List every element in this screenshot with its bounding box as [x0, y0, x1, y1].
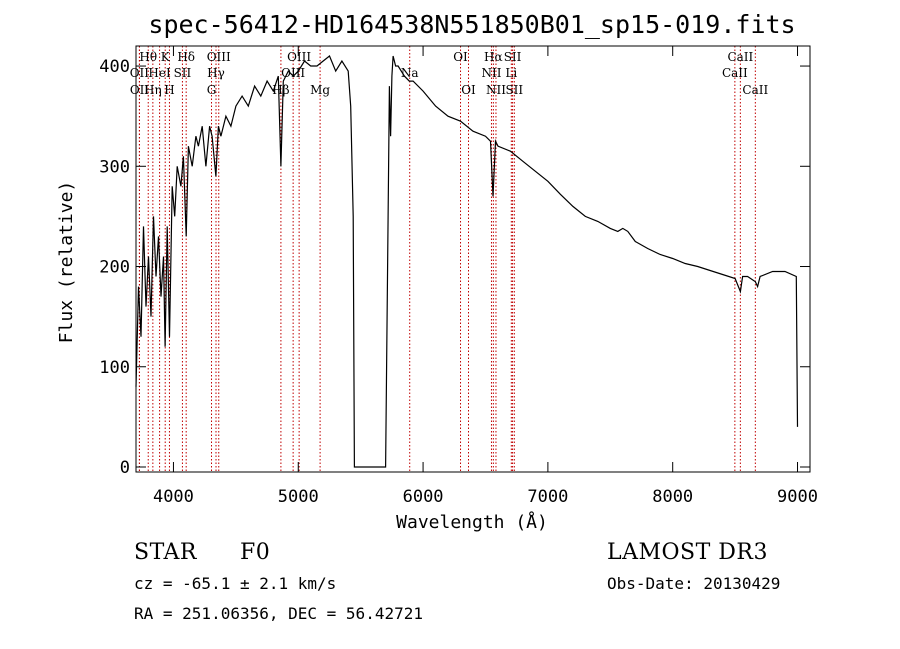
y-tick-label: 200 [99, 258, 130, 278]
emission-line-label: OI [461, 83, 476, 97]
emission-line-label: Hη [144, 83, 162, 97]
emission-line-label: Na [401, 66, 419, 80]
emission-line-label: SII [174, 66, 192, 80]
emission-line-label: Li [505, 66, 517, 80]
emission-line-label: NII [481, 66, 501, 80]
emission-line-label: SII [505, 83, 523, 97]
x-tick-label: 4000 [153, 487, 194, 507]
emission-line-label: Mg [310, 83, 330, 97]
emission-line-label: Hβ [272, 83, 289, 97]
emission-line-label: CaII [742, 83, 768, 97]
y-axis-ticks: 0 100 200 300 400 [99, 57, 810, 478]
emission-line-label: HeI [148, 66, 171, 80]
y-tick-label: 0 [120, 458, 130, 478]
y-tick-label: 100 [99, 358, 130, 378]
emission-line-label: CaII [727, 50, 753, 64]
emission-line-label: H [164, 83, 174, 97]
x-tick-label: 5000 [278, 487, 319, 507]
coordinates: RA = 251.06356, DEC = 56.42721 [134, 604, 423, 623]
emission-line-label: OII [130, 83, 150, 97]
observation-date: Obs-Date: 20130429 [607, 574, 781, 593]
object-type: STAR [134, 540, 197, 565]
x-axis-ticks: 4000 5000 6000 7000 8000 9000 [153, 46, 818, 507]
object-subclass: F0 [240, 540, 271, 565]
emission-line-label: K [161, 50, 171, 64]
redshift-velocity: cz = -65.1 ± 2.1 km/s [134, 574, 337, 593]
emission-line-label: OIII [207, 50, 231, 64]
x-axis-label: Wavelength (Å) [396, 511, 548, 533]
x-tick-label: 8000 [652, 487, 693, 507]
emission-line-label: OIII [287, 50, 311, 64]
emission-line-markers [138, 46, 756, 472]
chart-title: spec-56412-HD164538N551850B01_sp15-019.f… [148, 10, 795, 39]
emission-line-label: SII [504, 50, 522, 64]
plot-frame [135, 45, 811, 473]
survey-name: LAMOST DR3 [607, 540, 768, 565]
emission-line-label: Hθ [139, 50, 157, 64]
emission-line-label: OI [453, 50, 468, 64]
emission-line-label: G [207, 83, 217, 97]
x-tick-label: 6000 [403, 487, 444, 507]
emission-line-label: OII [130, 66, 150, 80]
emission-line-label: Hδ [177, 50, 195, 64]
emission-line-label: Hγ [207, 66, 225, 80]
flux-series-line [135, 55, 799, 468]
y-axis-label: Flux (relative) [56, 181, 77, 344]
emission-line-label: CaII [722, 66, 748, 80]
x-tick-label: 9000 [777, 487, 818, 507]
y-tick-label: 400 [99, 57, 130, 77]
x-tick-label: 7000 [527, 487, 568, 507]
emission-line-label: Hα [484, 50, 503, 64]
y-tick-label: 300 [99, 157, 130, 177]
emission-line-label: NII [486, 83, 506, 97]
